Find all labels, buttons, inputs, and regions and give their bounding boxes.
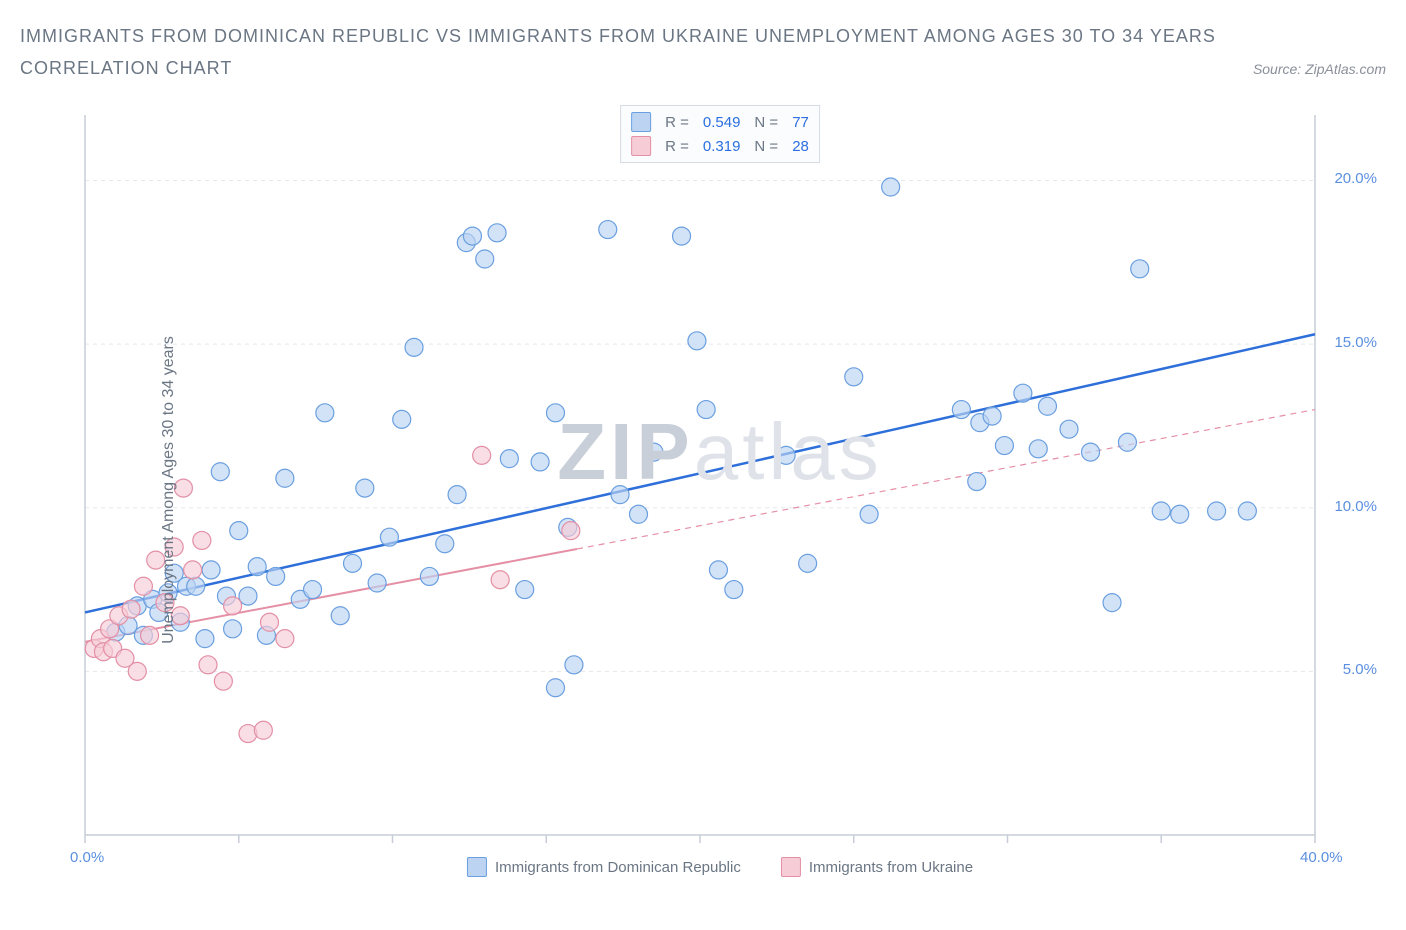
series-legend: Immigrants from Dominican Republic Immig…	[467, 857, 973, 877]
stats-legend: R = 0.549 N = 77 R = 0.319 N = 28	[620, 105, 820, 163]
title-line2: CORRELATION CHART	[20, 52, 232, 84]
scatter-chart: Unemployment Among Ages 30 to 34 years Z…	[55, 105, 1385, 875]
x-tick-label: 0.0%	[70, 849, 104, 866]
swatch-dr	[631, 112, 651, 132]
page-title: IMMIGRANTS FROM DOMINICAN REPUBLIC VS IM…	[20, 20, 1386, 52]
y-tick-label: 20.0%	[1334, 170, 1377, 187]
y-tick-label: 5.0%	[1343, 661, 1377, 678]
swatch-ua	[631, 136, 651, 156]
title-line1: IMMIGRANTS FROM DOMINICAN REPUBLIC VS IM…	[20, 26, 1216, 46]
plot-svg	[55, 105, 1385, 875]
y-tick-label: 10.0%	[1334, 498, 1377, 515]
legend-row-dr: R = 0.549 N = 77	[631, 110, 809, 134]
y-axis-label: Unemployment Among Ages 30 to 34 years	[160, 336, 178, 644]
y-tick-label: 15.0%	[1334, 334, 1377, 351]
header: IMMIGRANTS FROM DOMINICAN REPUBLIC VS IM…	[0, 0, 1406, 85]
legend-row-ua: R = 0.319 N = 28	[631, 134, 809, 158]
legend-item-dr: Immigrants from Dominican Republic	[467, 857, 741, 877]
source: Source: ZipAtlas.com	[1253, 61, 1386, 77]
swatch-dr-2	[467, 857, 487, 877]
x-tick-label: 40.0%	[1300, 849, 1343, 866]
swatch-ua-2	[781, 857, 801, 877]
legend-item-ua: Immigrants from Ukraine	[781, 857, 973, 877]
